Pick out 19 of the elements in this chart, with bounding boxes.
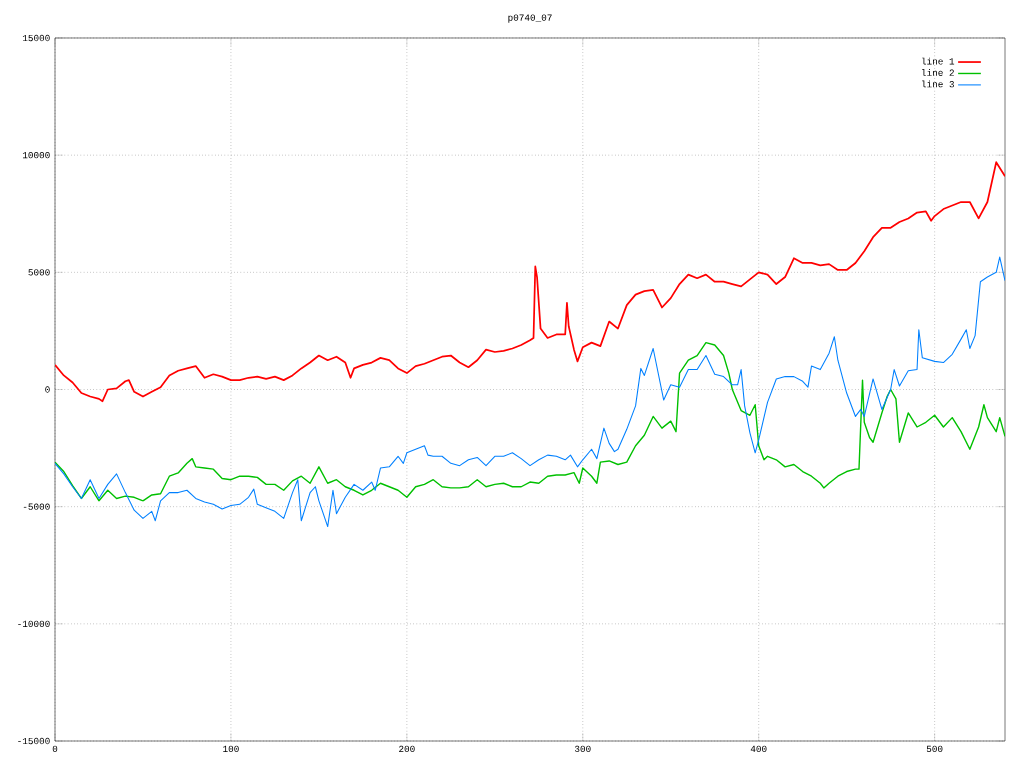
x-tick-label: 300 <box>574 745 591 753</box>
legend-label: line 2 <box>922 69 954 76</box>
y-tick-label: 15000 <box>22 34 50 42</box>
line-series <box>55 161 1006 403</box>
y-tick-label: 0 <box>45 386 50 393</box>
y-tick-label: -15000 <box>18 737 50 745</box>
x-tick-label: 200 <box>399 745 415 753</box>
legend-label: line 1 <box>922 57 955 65</box>
y-tick-label: -5000 <box>23 503 50 510</box>
y-tick-label: -10000 <box>18 620 50 627</box>
x-tick-label: 400 <box>750 745 767 753</box>
y-tick-label: 10000 <box>22 152 50 159</box>
y-tick-label: 5000 <box>28 269 50 276</box>
x-tick-label: 100 <box>223 745 239 753</box>
x-tick-label: 500 <box>926 745 943 753</box>
x-tick-label: 0 <box>52 745 58 753</box>
chart-title: p0740_07 <box>508 14 552 23</box>
line-series <box>55 341 1006 502</box>
legend-label: line 3 <box>922 80 954 88</box>
